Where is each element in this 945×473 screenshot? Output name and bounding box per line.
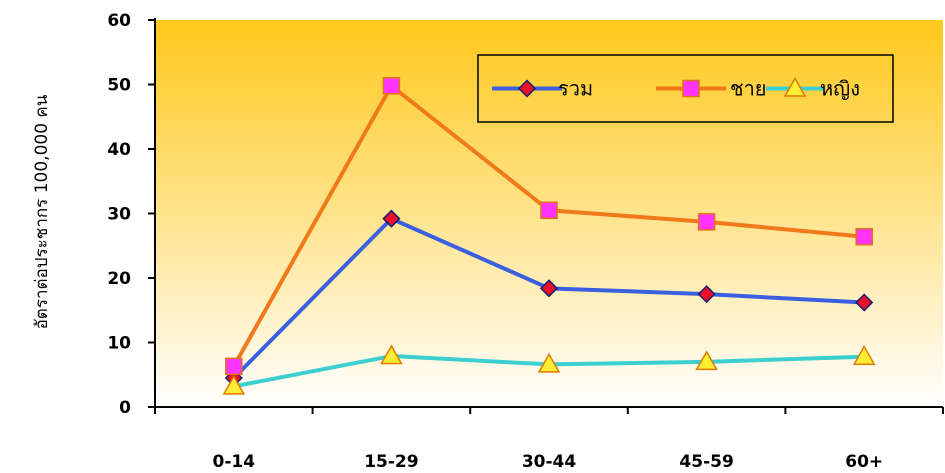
data-point-series-0	[539, 279, 559, 298]
y-tick-label: 40	[107, 140, 131, 160]
y-tick-label: 60	[107, 11, 131, 31]
x-tick-label: 45-59	[679, 452, 733, 472]
y-tick-label: 30	[107, 205, 131, 225]
x-tick-label: 0-14	[213, 452, 256, 472]
data-point-series-2	[537, 352, 561, 373]
data-point-series-0	[855, 293, 874, 312]
data-point-series-1	[855, 227, 873, 246]
data-point-series-1	[382, 77, 401, 95]
data-point-series-1	[697, 213, 716, 231]
legend-label-0: รวม	[558, 77, 593, 101]
data-point-series-0	[382, 209, 401, 228]
legend-label-2: หญิง	[820, 77, 860, 101]
data-point-series-2	[852, 345, 876, 365]
y-axis-title: อัตราต่อประชากร 100,000 คน	[32, 94, 52, 329]
legend-label-1: ชาย	[730, 77, 767, 101]
y-tick-label: 50	[107, 76, 131, 96]
y-tick-label: 0	[119, 398, 131, 418]
legend-marker-0	[517, 79, 537, 98]
legend-marker-2	[783, 76, 807, 97]
y-tick-label: 10	[107, 334, 131, 354]
data-point-series-2	[695, 350, 718, 371]
x-tick-label: 15-29	[364, 452, 418, 472]
y-tick-label: 20	[107, 269, 131, 289]
data-point-series-2	[380, 344, 403, 365]
x-tick-label: 60+	[845, 452, 883, 472]
data-point-series-1	[540, 201, 558, 220]
data-point-series-1	[225, 357, 243, 376]
legend-marker-1	[682, 79, 700, 98]
data-point-series-0	[697, 285, 716, 304]
x-tick-label: 30-44	[522, 452, 577, 472]
legend-box	[477, 54, 894, 123]
data-point-series-2	[222, 374, 246, 395]
